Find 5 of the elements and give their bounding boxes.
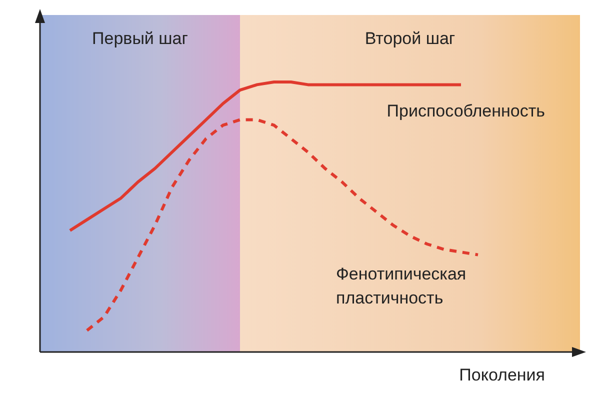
- series-label: Фенотипическая пластичность: [336, 264, 466, 308]
- x-axis-title: Поколения: [459, 366, 545, 385]
- shaded-panel: Первый шаг: [40, 15, 240, 352]
- series-label: Приспособленность: [386, 101, 546, 120]
- text: Второй шаг: [364, 29, 456, 49]
